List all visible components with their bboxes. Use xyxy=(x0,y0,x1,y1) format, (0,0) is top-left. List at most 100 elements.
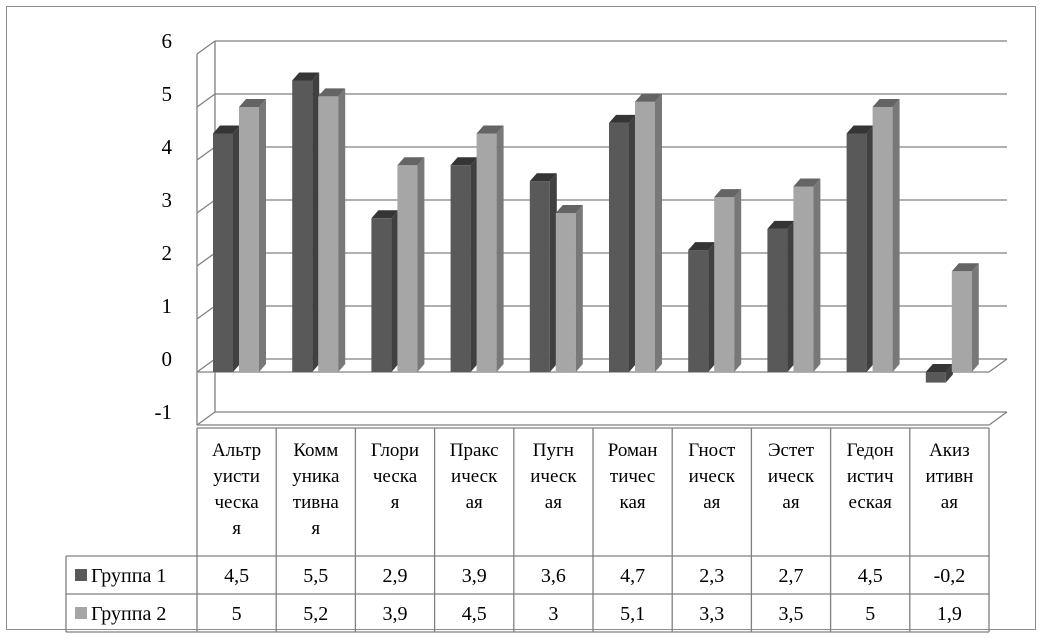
bar-front xyxy=(635,101,655,372)
bar xyxy=(476,125,504,372)
bar-front xyxy=(529,181,550,372)
gridline-depth xyxy=(196,146,216,161)
bar-top xyxy=(688,242,716,251)
series-name: Группа 2 xyxy=(91,603,166,625)
category-label-line: я xyxy=(232,518,241,539)
bar xyxy=(213,125,240,372)
bar xyxy=(371,210,399,372)
category-label-line: Глори xyxy=(371,440,419,461)
bar-side xyxy=(971,263,979,372)
gridline-depth xyxy=(196,199,216,214)
bar xyxy=(925,364,953,383)
bar-side xyxy=(496,125,504,372)
category-label-line: я xyxy=(311,518,320,539)
bar-top xyxy=(925,364,953,372)
bar-side xyxy=(708,242,716,372)
gridline-depth xyxy=(196,358,216,373)
bar xyxy=(635,93,662,372)
bar xyxy=(555,205,583,372)
data-value-label: 5 xyxy=(232,603,242,625)
category-label-line: итивн xyxy=(926,466,974,487)
bar-side xyxy=(892,99,900,372)
bar-front xyxy=(476,133,497,372)
category-label: Пракс ическ ая xyxy=(450,440,499,513)
category-label-line: ческа xyxy=(214,492,259,513)
category-label-line: Комм xyxy=(293,440,338,461)
bar-front xyxy=(239,107,259,372)
category-label-line: Эстет xyxy=(768,440,815,461)
bar-top xyxy=(397,157,425,166)
bar-front xyxy=(925,372,946,383)
bar xyxy=(714,189,742,372)
category-label-line: кая xyxy=(620,492,646,513)
y-tick-label: 0 xyxy=(162,347,173,371)
category-label-line: уисти xyxy=(213,466,260,487)
bar xyxy=(872,99,900,372)
data-table: Альтр уисти ческа я Комм уника тивна я Глори ческ… xyxy=(65,427,990,633)
category-label-line: Гност xyxy=(688,440,736,461)
y-tick-label: 5 xyxy=(162,82,173,106)
data-value-label: 2,7 xyxy=(779,565,804,587)
bar-top xyxy=(635,93,662,102)
bar-top xyxy=(872,99,900,107)
category-label-line: Роман xyxy=(608,440,658,461)
data-value-label: 3,5 xyxy=(779,603,804,625)
data-value-label: 4,7 xyxy=(620,565,645,587)
category-label: Акиз итивн ая xyxy=(926,440,974,513)
category-label-line: ическ xyxy=(768,466,815,487)
category-label-line: еская xyxy=(848,492,892,513)
category-label: Эстет ическ ая xyxy=(768,440,815,513)
gridline-depth xyxy=(196,252,216,267)
bar-side xyxy=(813,178,821,372)
bar-top xyxy=(213,125,240,134)
bar-top xyxy=(292,72,320,81)
category-label-line: ическ xyxy=(451,466,498,487)
y-tick-label: 6 xyxy=(162,29,173,53)
bar-front xyxy=(450,165,471,372)
category-label-line: уника xyxy=(292,466,340,487)
bar xyxy=(292,72,320,372)
bar xyxy=(793,178,821,372)
data-value-label: 3 xyxy=(548,603,558,625)
bar-side xyxy=(391,210,399,372)
data-value-label: 3,6 xyxy=(541,565,566,587)
category-label-line: Гедон xyxy=(847,440,894,461)
category-label-line: Альтр xyxy=(212,440,261,461)
data-value-label: 1,9 xyxy=(937,603,962,625)
bar-front xyxy=(213,133,233,372)
bar-side xyxy=(233,125,240,372)
bar-side xyxy=(945,364,953,383)
category-label-line: ая xyxy=(545,492,562,513)
data-value-label: 5,1 xyxy=(620,603,645,625)
data-value-label: 2,3 xyxy=(699,565,724,587)
y-axis-ticks: -1 0 1 2 3 4 5 6 xyxy=(155,29,173,424)
bar-top xyxy=(529,173,557,182)
bar-side xyxy=(259,99,266,372)
bar-front xyxy=(714,197,735,372)
category-label-line: ая xyxy=(782,492,799,513)
bar-side xyxy=(866,125,874,372)
bar-side xyxy=(312,72,320,372)
data-value-label: 2,9 xyxy=(383,565,408,587)
bar-side xyxy=(787,220,795,372)
data-value-label: 4,5 xyxy=(858,565,883,587)
category-label: Глори ческа я xyxy=(371,440,419,513)
data-value-label: 3,9 xyxy=(462,565,487,587)
bar-top xyxy=(951,263,979,272)
bar-front xyxy=(951,271,972,372)
category-label-line: ая xyxy=(466,492,483,513)
bar xyxy=(450,157,478,372)
bar-top xyxy=(793,178,821,187)
data-value-label: 4,5 xyxy=(462,603,487,625)
gridline-depth xyxy=(196,411,216,426)
data-value-label: 3,3 xyxy=(699,603,724,625)
bar-top xyxy=(767,220,795,229)
data-value-label: 5,5 xyxy=(303,565,328,587)
bar xyxy=(951,263,979,372)
bar-side xyxy=(417,157,425,372)
bar-side xyxy=(655,93,662,372)
bar xyxy=(688,242,716,372)
category-label: Комм уника тивна я xyxy=(292,440,340,539)
data-value-label: 5 xyxy=(865,603,875,625)
data-value-label: 3,9 xyxy=(383,603,408,625)
